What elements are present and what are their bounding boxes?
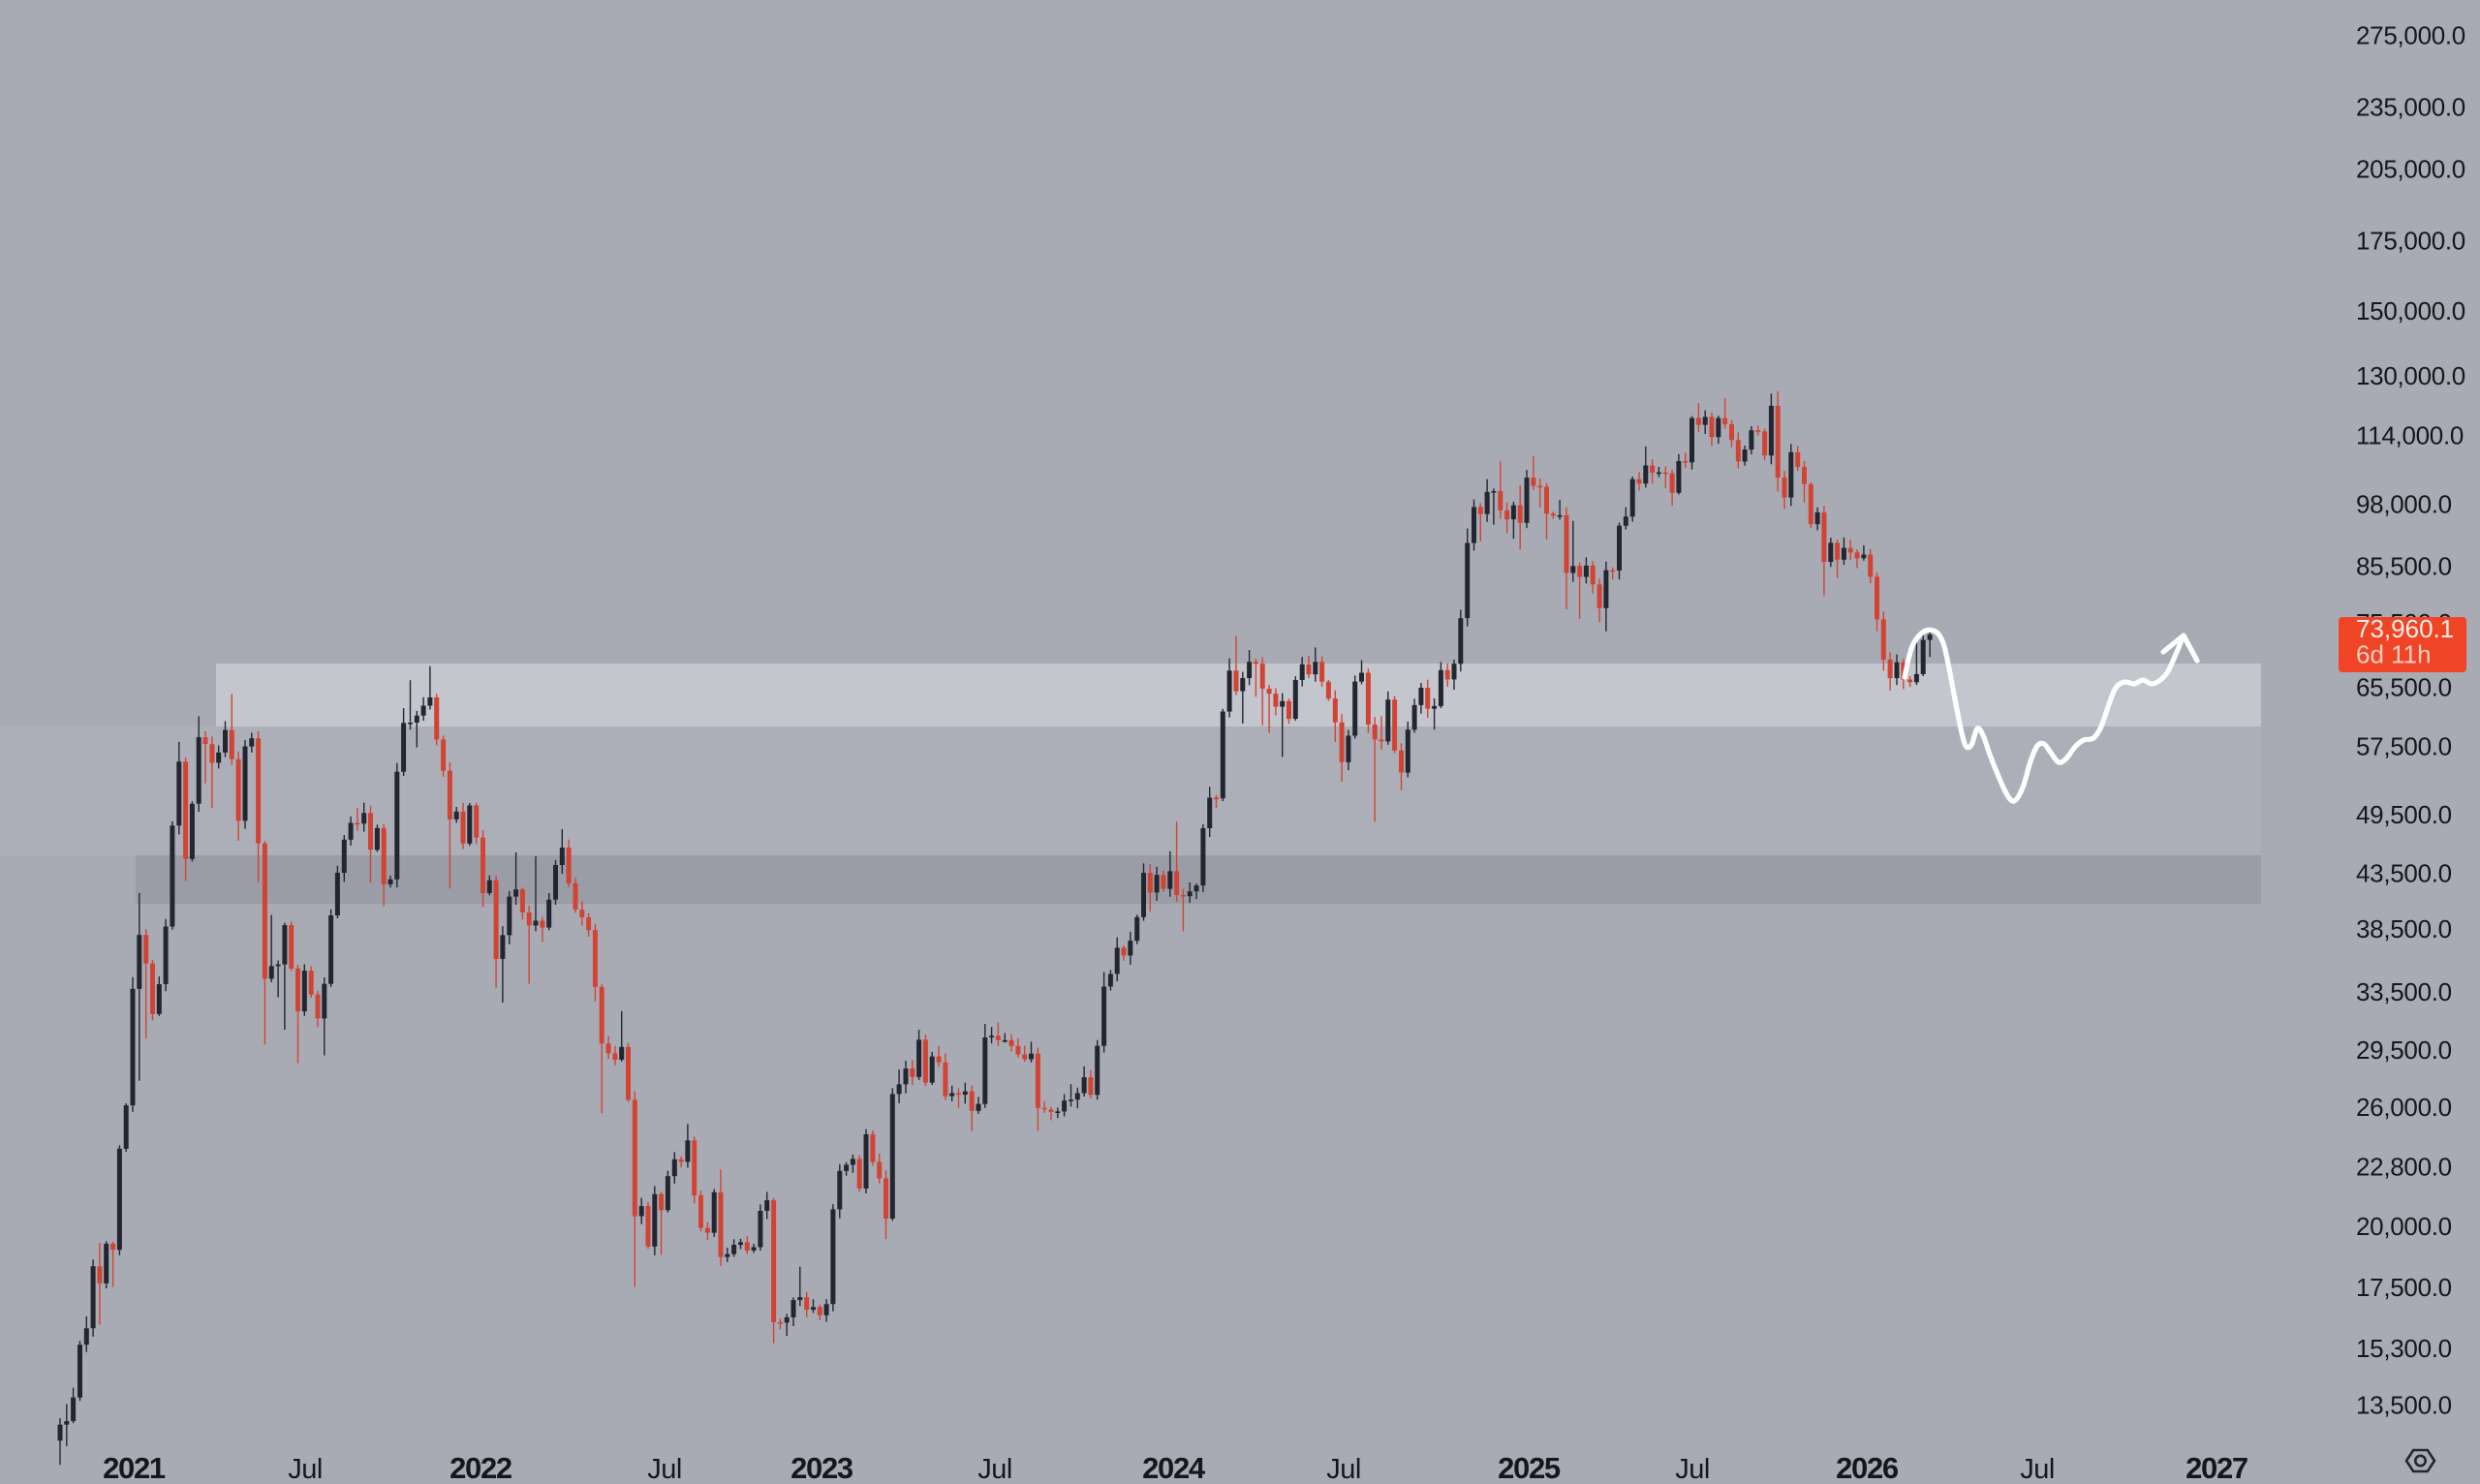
svg-text:13,500.0: 13,500.0 <box>2356 1391 2452 1420</box>
svg-text:57,500.0: 57,500.0 <box>2356 732 2452 761</box>
svg-text:65,500.0: 65,500.0 <box>2356 673 2452 702</box>
svg-text:17,500.0: 17,500.0 <box>2356 1273 2452 1302</box>
svg-text:2027: 2027 <box>2186 1451 2248 1484</box>
svg-text:235,000.0: 235,000.0 <box>2356 92 2465 121</box>
svg-text:130,000.0: 130,000.0 <box>2356 361 2465 390</box>
svg-text:Jul: Jul <box>2020 1454 2055 1484</box>
svg-text:114,000.0: 114,000.0 <box>2356 421 2464 450</box>
svg-text:73,960.1: 73,960.1 <box>2356 614 2454 643</box>
svg-text:Jul: Jul <box>288 1454 323 1484</box>
svg-text:Jul: Jul <box>977 1454 1012 1484</box>
svg-text:26,000.0: 26,000.0 <box>2356 1093 2452 1122</box>
svg-text:49,500.0: 49,500.0 <box>2356 800 2452 829</box>
svg-text:15,300.0: 15,300.0 <box>2356 1334 2452 1363</box>
svg-text:175,000.0: 175,000.0 <box>2356 227 2465 256</box>
svg-text:2025: 2025 <box>1498 1451 1561 1484</box>
svg-text:150,000.0: 150,000.0 <box>2356 296 2465 325</box>
svg-text:205,000.0: 205,000.0 <box>2356 154 2465 183</box>
svg-text:33,500.0: 33,500.0 <box>2356 977 2452 1006</box>
svg-text:Jul: Jul <box>1326 1454 1361 1484</box>
svg-text:2022: 2022 <box>450 1451 512 1484</box>
svg-text:43,500.0: 43,500.0 <box>2356 859 2452 888</box>
svg-text:2026: 2026 <box>1836 1451 1899 1484</box>
svg-text:22,800.0: 22,800.0 <box>2356 1153 2452 1182</box>
svg-text:2024: 2024 <box>1142 1451 1206 1484</box>
svg-text:29,500.0: 29,500.0 <box>2356 1036 2452 1065</box>
svg-text:85,500.0: 85,500.0 <box>2356 552 2452 581</box>
svg-text:38,500.0: 38,500.0 <box>2356 914 2452 943</box>
svg-text:98,000.0: 98,000.0 <box>2356 490 2452 519</box>
svg-text:275,000.0: 275,000.0 <box>2356 21 2465 50</box>
svg-text:2023: 2023 <box>790 1451 853 1484</box>
svg-text:6d 11h: 6d 11h <box>2356 640 2432 669</box>
svg-text:20,000.0: 20,000.0 <box>2356 1212 2452 1241</box>
svg-text:Jul: Jul <box>1675 1454 1710 1484</box>
svg-text:2021: 2021 <box>103 1451 166 1484</box>
svg-text:Jul: Jul <box>647 1454 682 1484</box>
